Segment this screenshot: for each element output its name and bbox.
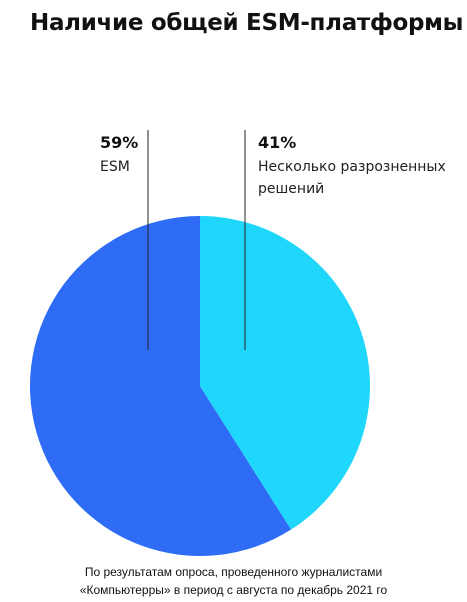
chart-title: Наличие общей ESM-платформы bbox=[30, 10, 464, 36]
legend-label: ESM bbox=[100, 159, 130, 175]
value-label: 59% bbox=[100, 133, 139, 152]
caption: По результатам опроса, проведенного журн… bbox=[84, 565, 383, 579]
legend-label: Несколько разрозненных решений bbox=[258, 159, 446, 197]
pie-slice bbox=[200, 216, 371, 530]
value-label: 41% bbox=[258, 133, 297, 152]
caption: «Компьютерры» в период с августа по дека… bbox=[79, 583, 388, 597]
pie-slice bbox=[30, 216, 292, 556]
